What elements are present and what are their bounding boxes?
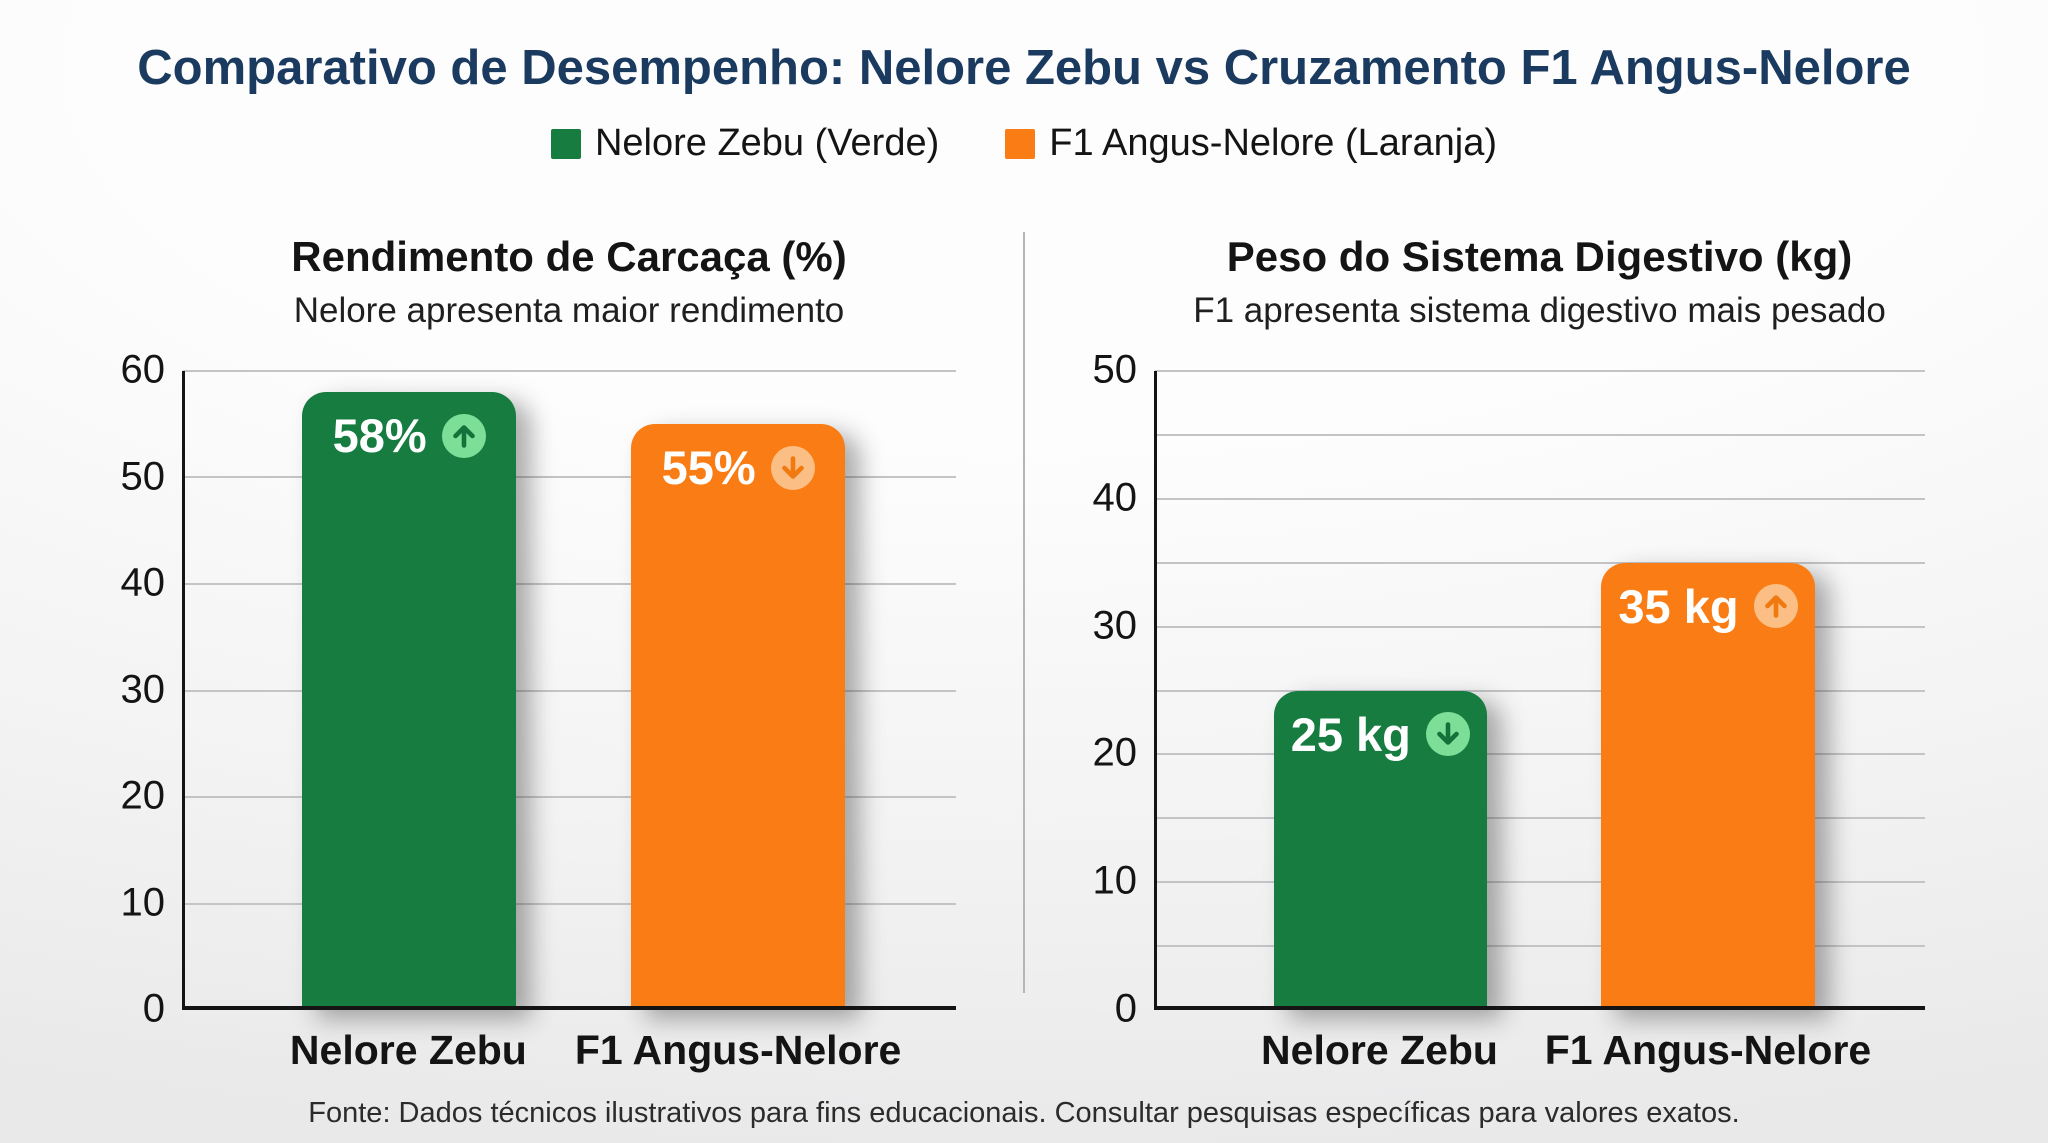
chart-title: Rendimento de Carcaça (%) bbox=[291, 233, 847, 280]
bar-nelore-zebu: 58% bbox=[301, 392, 517, 1010]
bar-f1-angus-nelore: 35 kg bbox=[1601, 562, 1815, 1010]
bar-value-text: 25 kg bbox=[1290, 707, 1411, 761]
gridline bbox=[183, 902, 956, 905]
gridline bbox=[1155, 561, 1925, 564]
legend-item-f1: F1 Angus-Nelore (Laranja) bbox=[1005, 122, 1497, 165]
bar-value-text: 58% bbox=[332, 409, 427, 463]
gridline bbox=[1155, 625, 1925, 628]
gridline bbox=[183, 795, 956, 798]
gridline bbox=[183, 689, 956, 692]
bar-value-label: 58% bbox=[302, 408, 516, 463]
x-axis-label-nelore: Nelore Zebu bbox=[1261, 1027, 1498, 1073]
y-tick-label: 0 bbox=[142, 986, 165, 1031]
y-tick-label: 50 bbox=[120, 454, 166, 499]
gridline bbox=[1155, 881, 1925, 884]
plot-area: 58% 55% bbox=[121, 348, 956, 1073]
arrow-down-circle-icon bbox=[770, 445, 815, 490]
gridline bbox=[1155, 945, 1925, 948]
y-tick-label: 40 bbox=[1092, 475, 1138, 520]
x-axis-line bbox=[1154, 1006, 1925, 1010]
chart-subtitle: F1 apresenta sistema digestivo mais pesa… bbox=[1193, 291, 1886, 330]
bar-value-text: 55% bbox=[661, 441, 756, 495]
bar-value-label: 35 kg bbox=[1601, 579, 1815, 634]
arrow-down-circle-icon bbox=[1425, 712, 1470, 756]
legend-swatch-orange bbox=[1005, 128, 1036, 159]
bar-value-label: 25 kg bbox=[1274, 707, 1488, 762]
charts-divider bbox=[1023, 232, 1025, 993]
gridline bbox=[1155, 689, 1925, 692]
page-title: Comparativo de Desempenho: Nelore Zebu v… bbox=[137, 41, 1911, 95]
chart-title: Peso do Sistema Digestivo (kg) bbox=[1226, 233, 1853, 280]
y-axis-line bbox=[182, 371, 185, 1010]
plot-area: 25 kg 35 kg bbox=[1093, 348, 1925, 1073]
y-tick-label: 20 bbox=[120, 773, 166, 818]
x-axis-line bbox=[182, 1006, 956, 1010]
gridline bbox=[1155, 817, 1925, 820]
bar-nelore-zebu: 25 kg bbox=[1273, 690, 1488, 1010]
arrow-up-circle-icon bbox=[1753, 584, 1798, 629]
bar-f1-angus-nelore: 55% bbox=[630, 424, 846, 1010]
y-tick-label: 20 bbox=[1092, 730, 1138, 775]
bar-value-label: 55% bbox=[631, 440, 845, 495]
y-tick-label: 30 bbox=[1092, 603, 1138, 648]
legend-label: Nelore Zebu (Verde) bbox=[594, 122, 940, 164]
gridline bbox=[1155, 433, 1925, 436]
x-axis-label-f1: F1 Angus-Nelore bbox=[574, 1027, 902, 1073]
x-axis-label-nelore: Nelore Zebu bbox=[289, 1027, 527, 1073]
chart-subtitle: Nelore apresenta maior rendimento bbox=[293, 291, 845, 330]
y-tick-label: 10 bbox=[1092, 858, 1138, 903]
y-tick-label: 10 bbox=[120, 880, 166, 925]
gridline bbox=[183, 476, 956, 479]
bar-value-text: 35 kg bbox=[1618, 579, 1739, 633]
source-note: Fonte: Dados técnicos ilustrativos para … bbox=[308, 1097, 1740, 1129]
y-tick-label: 30 bbox=[120, 667, 166, 712]
y-tick-label: 50 bbox=[1092, 347, 1138, 392]
legend: Nelore Zebu (Verde) F1 Angus-Nelore (Lar… bbox=[0, 122, 2048, 165]
x-axis-label-f1: F1 Angus-Nelore bbox=[1544, 1027, 1872, 1073]
gridline bbox=[183, 582, 956, 585]
y-tick-label: 60 bbox=[120, 347, 166, 392]
gridline bbox=[1155, 753, 1925, 756]
gridline bbox=[1155, 497, 1925, 500]
legend-swatch-green bbox=[550, 128, 581, 159]
y-tick-label: 0 bbox=[1114, 986, 1137, 1031]
gridline bbox=[183, 370, 956, 372]
arrow-up-circle-icon bbox=[441, 413, 486, 458]
legend-label: F1 Angus-Nelore (Laranja) bbox=[1049, 122, 1498, 164]
legend-item-nelore: Nelore Zebu (Verde) bbox=[550, 122, 940, 165]
y-tick-label: 40 bbox=[120, 560, 166, 605]
y-axis-line bbox=[1154, 371, 1157, 1010]
gridline bbox=[1155, 370, 1925, 372]
